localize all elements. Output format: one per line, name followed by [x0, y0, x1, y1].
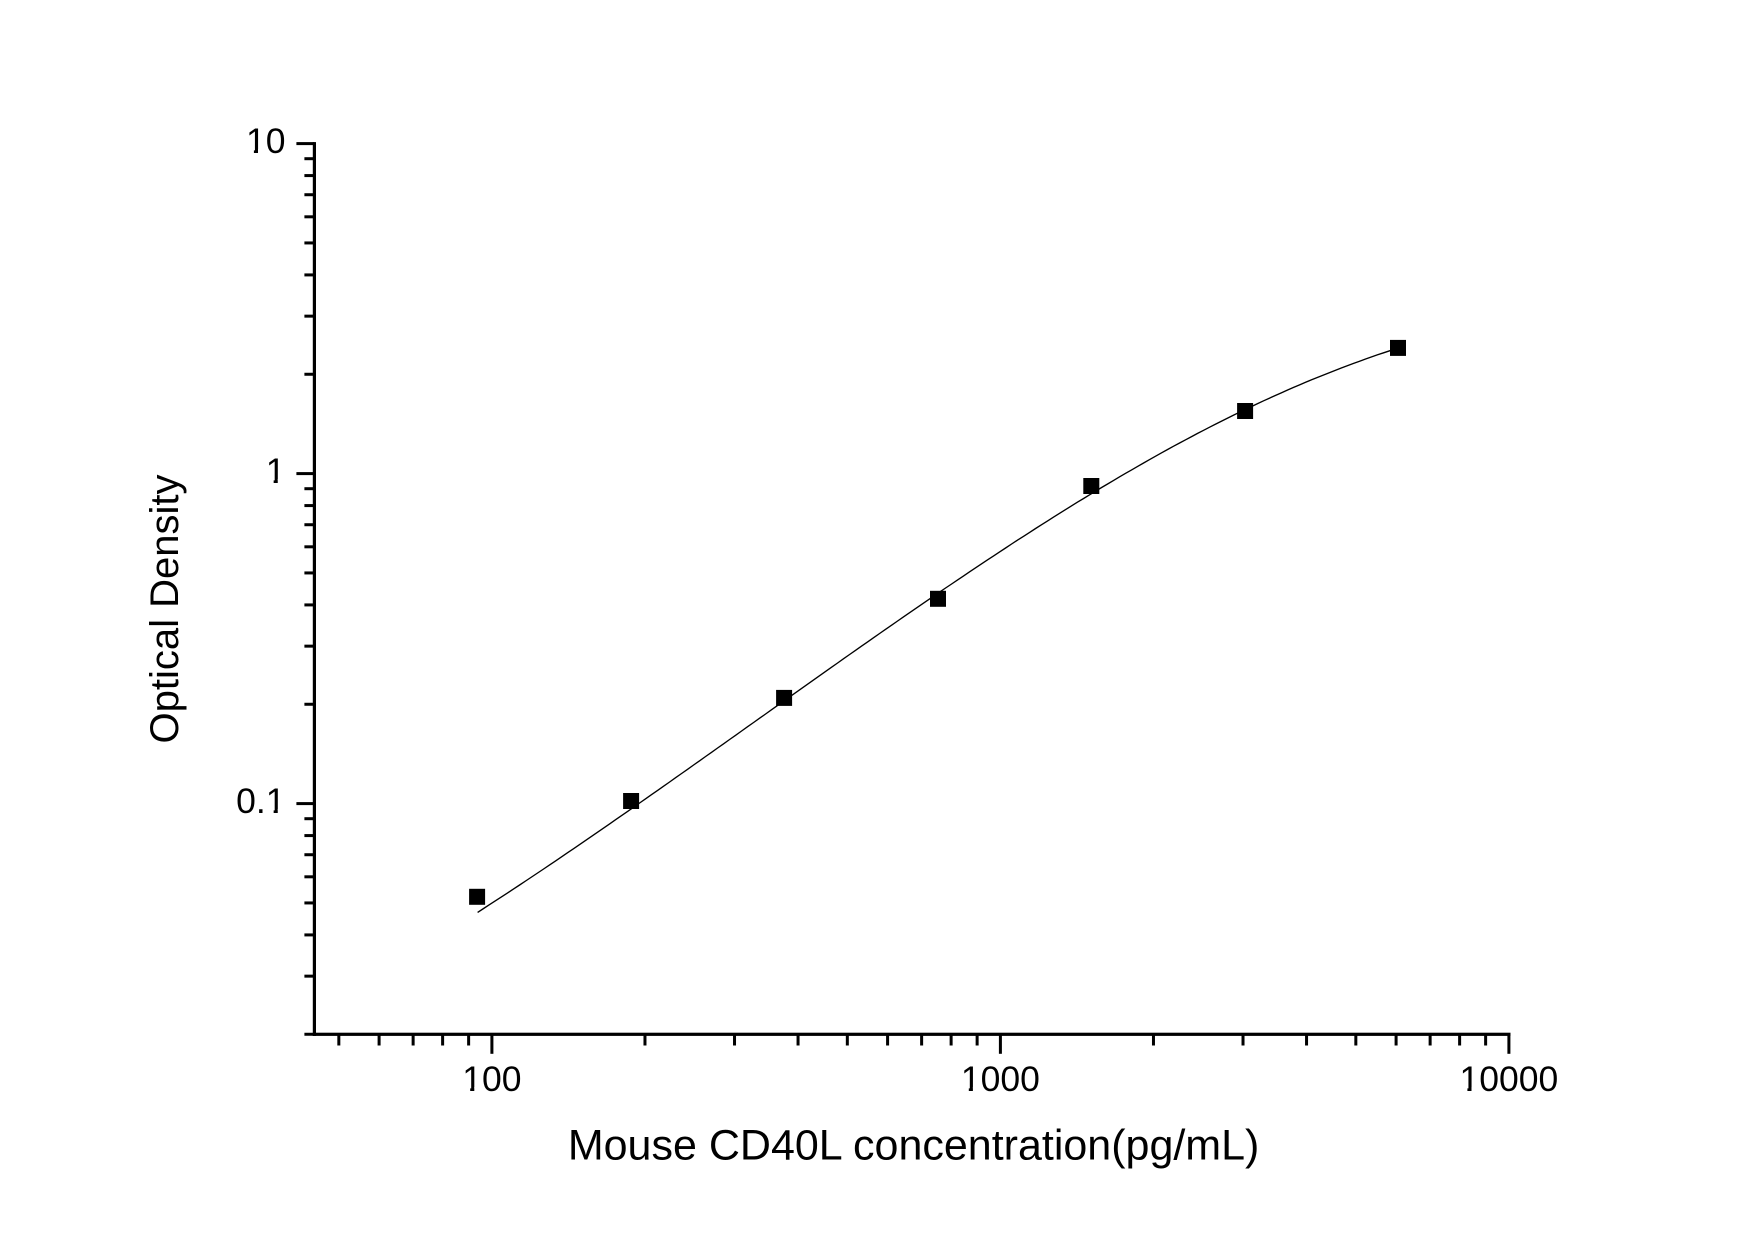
svg-text:10000: 10000 [1460, 1059, 1559, 1099]
svg-text:100: 100 [462, 1059, 521, 1099]
svg-text:1: 1 [266, 451, 286, 491]
svg-text:0.1: 0.1 [236, 781, 285, 821]
svg-text:Mouse CD40L concentration(pg/m: Mouse CD40L concentration(pg/mL) [568, 1121, 1260, 1169]
svg-text:10: 10 [246, 121, 286, 161]
svg-text:1000: 1000 [961, 1059, 1040, 1099]
svg-text:Optical Density: Optical Density [143, 475, 187, 744]
